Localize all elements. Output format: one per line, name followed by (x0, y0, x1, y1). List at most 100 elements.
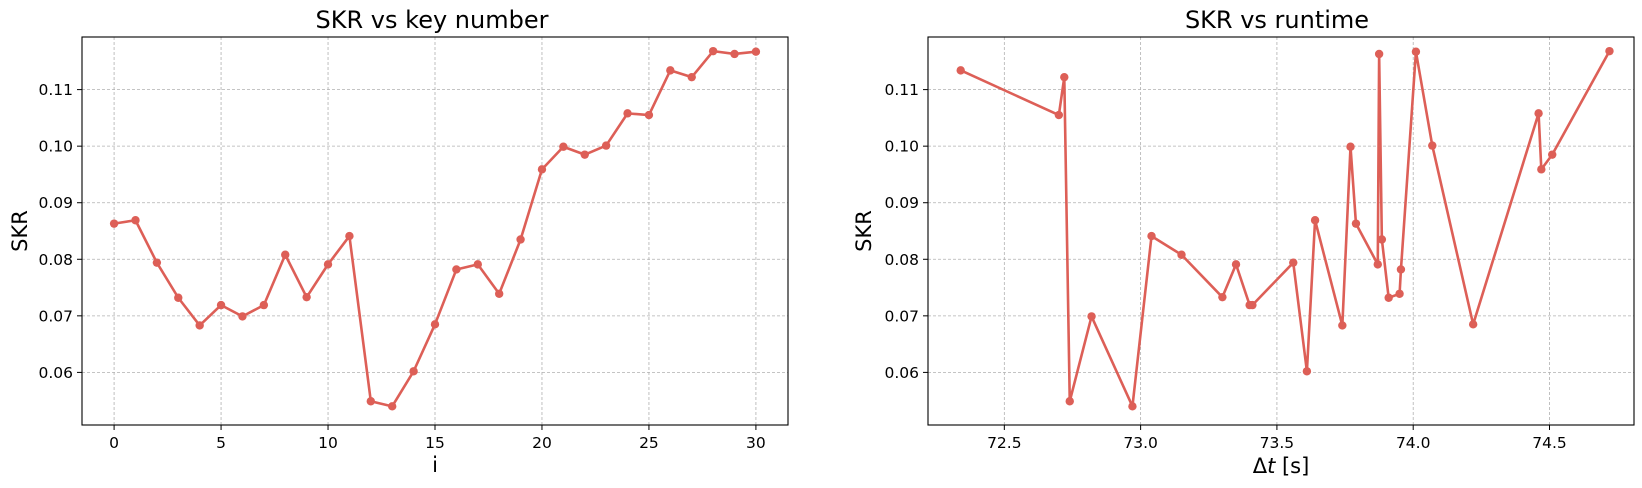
data-point (1289, 258, 1298, 267)
y-axis-ticks: 0.06 0.07 0.08 0.09 0.10 0.11 (38, 81, 82, 382)
x-tick-label: 74.5 (1532, 434, 1567, 452)
series-line-path (960, 50, 1611, 408)
data-point (174, 293, 183, 302)
plot-area-frame (81, 36, 789, 426)
data-point (1218, 292, 1227, 302)
data-point (1147, 231, 1156, 241)
x-tick-label: 25 (639, 434, 659, 452)
data-point (1231, 260, 1241, 269)
data-point (1065, 397, 1074, 406)
x-axis-label: Δt [s] (1253, 454, 1310, 478)
data-point (1060, 72, 1069, 82)
data-point (666, 66, 675, 75)
data-point (1373, 260, 1382, 269)
y-tick-label: 0.08 (884, 251, 919, 269)
y-tick-label: 0.08 (38, 251, 73, 269)
data-point (281, 250, 290, 259)
data-point (601, 141, 611, 150)
y-axis-ticks: 0.06 0.07 0.08 0.09 0.10 0.11 (884, 81, 928, 382)
data-point (1537, 165, 1546, 174)
data-point (195, 321, 204, 330)
x-tick-label: 30 (746, 434, 766, 452)
x-tick-label: 0 (109, 434, 119, 452)
data-point (1087, 312, 1096, 321)
data-point (452, 265, 461, 274)
x-tick-label: 5 (216, 434, 226, 452)
data-point (388, 402, 397, 411)
data-point (516, 235, 525, 244)
x-tick-label: 72.5 (987, 434, 1022, 452)
chart-title: SKR vs key number (316, 6, 549, 34)
data-point (1248, 300, 1257, 310)
x-axis-ticks: 72.5 73.0 73.5 74.0 74.5 (987, 425, 1567, 452)
plot-area-frame (927, 36, 1635, 426)
data-point (302, 292, 311, 302)
data-point (559, 142, 568, 151)
chart-title: SKR vs runtime (1185, 6, 1369, 34)
data-point (1128, 402, 1137, 411)
data-point (109, 219, 119, 228)
data-point (687, 72, 696, 82)
y-tick-label: 0.11 (884, 81, 919, 99)
x-tick-label: 10 (318, 434, 338, 452)
grid-lines (82, 37, 788, 425)
y-tick-label: 0.09 (884, 194, 919, 212)
data-point (1351, 219, 1361, 228)
series-points (109, 46, 761, 411)
chart-panel-key-number: SKR vs key number 0 5 10 15 20 25 30 0.060.070… (8, 6, 789, 477)
data-point (1377, 235, 1387, 244)
data-point (1374, 49, 1384, 59)
x-axis-ticks: 0 5 10 15 20 25 30 (109, 425, 766, 452)
x-axis-label-prefix: Δ (1253, 454, 1268, 478)
x-tick-label: 74.0 (1396, 434, 1431, 452)
data-point (152, 258, 162, 267)
y-tick-label: 0.07 (884, 307, 919, 325)
data-point (751, 47, 761, 56)
x-axis-label: i (432, 453, 438, 477)
data-point (345, 231, 354, 241)
y-tick-label: 0.11 (38, 81, 73, 99)
y-tick-label: 0.10 (38, 138, 73, 156)
data-point (1338, 321, 1347, 330)
data-point (323, 260, 333, 269)
grid-lines (928, 37, 1634, 425)
x-tick-label: 73.5 (1260, 434, 1295, 452)
data-point (366, 397, 376, 406)
data-point (623, 109, 632, 118)
data-point (956, 66, 965, 75)
x-tick-label: 20 (532, 434, 552, 452)
data-point (1428, 141, 1437, 150)
data-point (259, 300, 269, 310)
data-point (537, 165, 547, 174)
y-tick-label: 0.09 (38, 194, 73, 212)
data-point (730, 49, 739, 59)
series-points (956, 46, 1614, 411)
data-point (1411, 47, 1421, 56)
chart-panel-runtime: SKR vs runtime 72.5 73.0 73.5 74.0 74.5 0.06… (852, 6, 1635, 478)
data-point (580, 150, 589, 159)
data-point (1534, 109, 1543, 118)
x-tick-label: 73.0 (1123, 434, 1158, 452)
data-point (473, 260, 482, 269)
data-point (1054, 110, 1064, 120)
data-point (1396, 265, 1406, 274)
data-point (1395, 289, 1404, 298)
y-tick-label: 0.10 (884, 138, 919, 156)
x-tick-label: 15 (425, 434, 445, 452)
data-point (1605, 46, 1614, 56)
data-point (708, 46, 718, 56)
data-point (216, 300, 226, 310)
data-point (1384, 293, 1393, 302)
data-point (409, 367, 418, 376)
y-tick-label: 0.07 (38, 307, 73, 325)
series-line (960, 50, 1611, 408)
y-axis-label: SKR (8, 210, 32, 252)
data-point (430, 320, 440, 329)
data-point (1302, 367, 1312, 376)
data-point (644, 110, 654, 120)
y-axis-label: SKR (852, 210, 876, 252)
data-point (494, 289, 504, 298)
data-point (1548, 150, 1557, 159)
y-tick-label: 0.06 (38, 364, 73, 382)
